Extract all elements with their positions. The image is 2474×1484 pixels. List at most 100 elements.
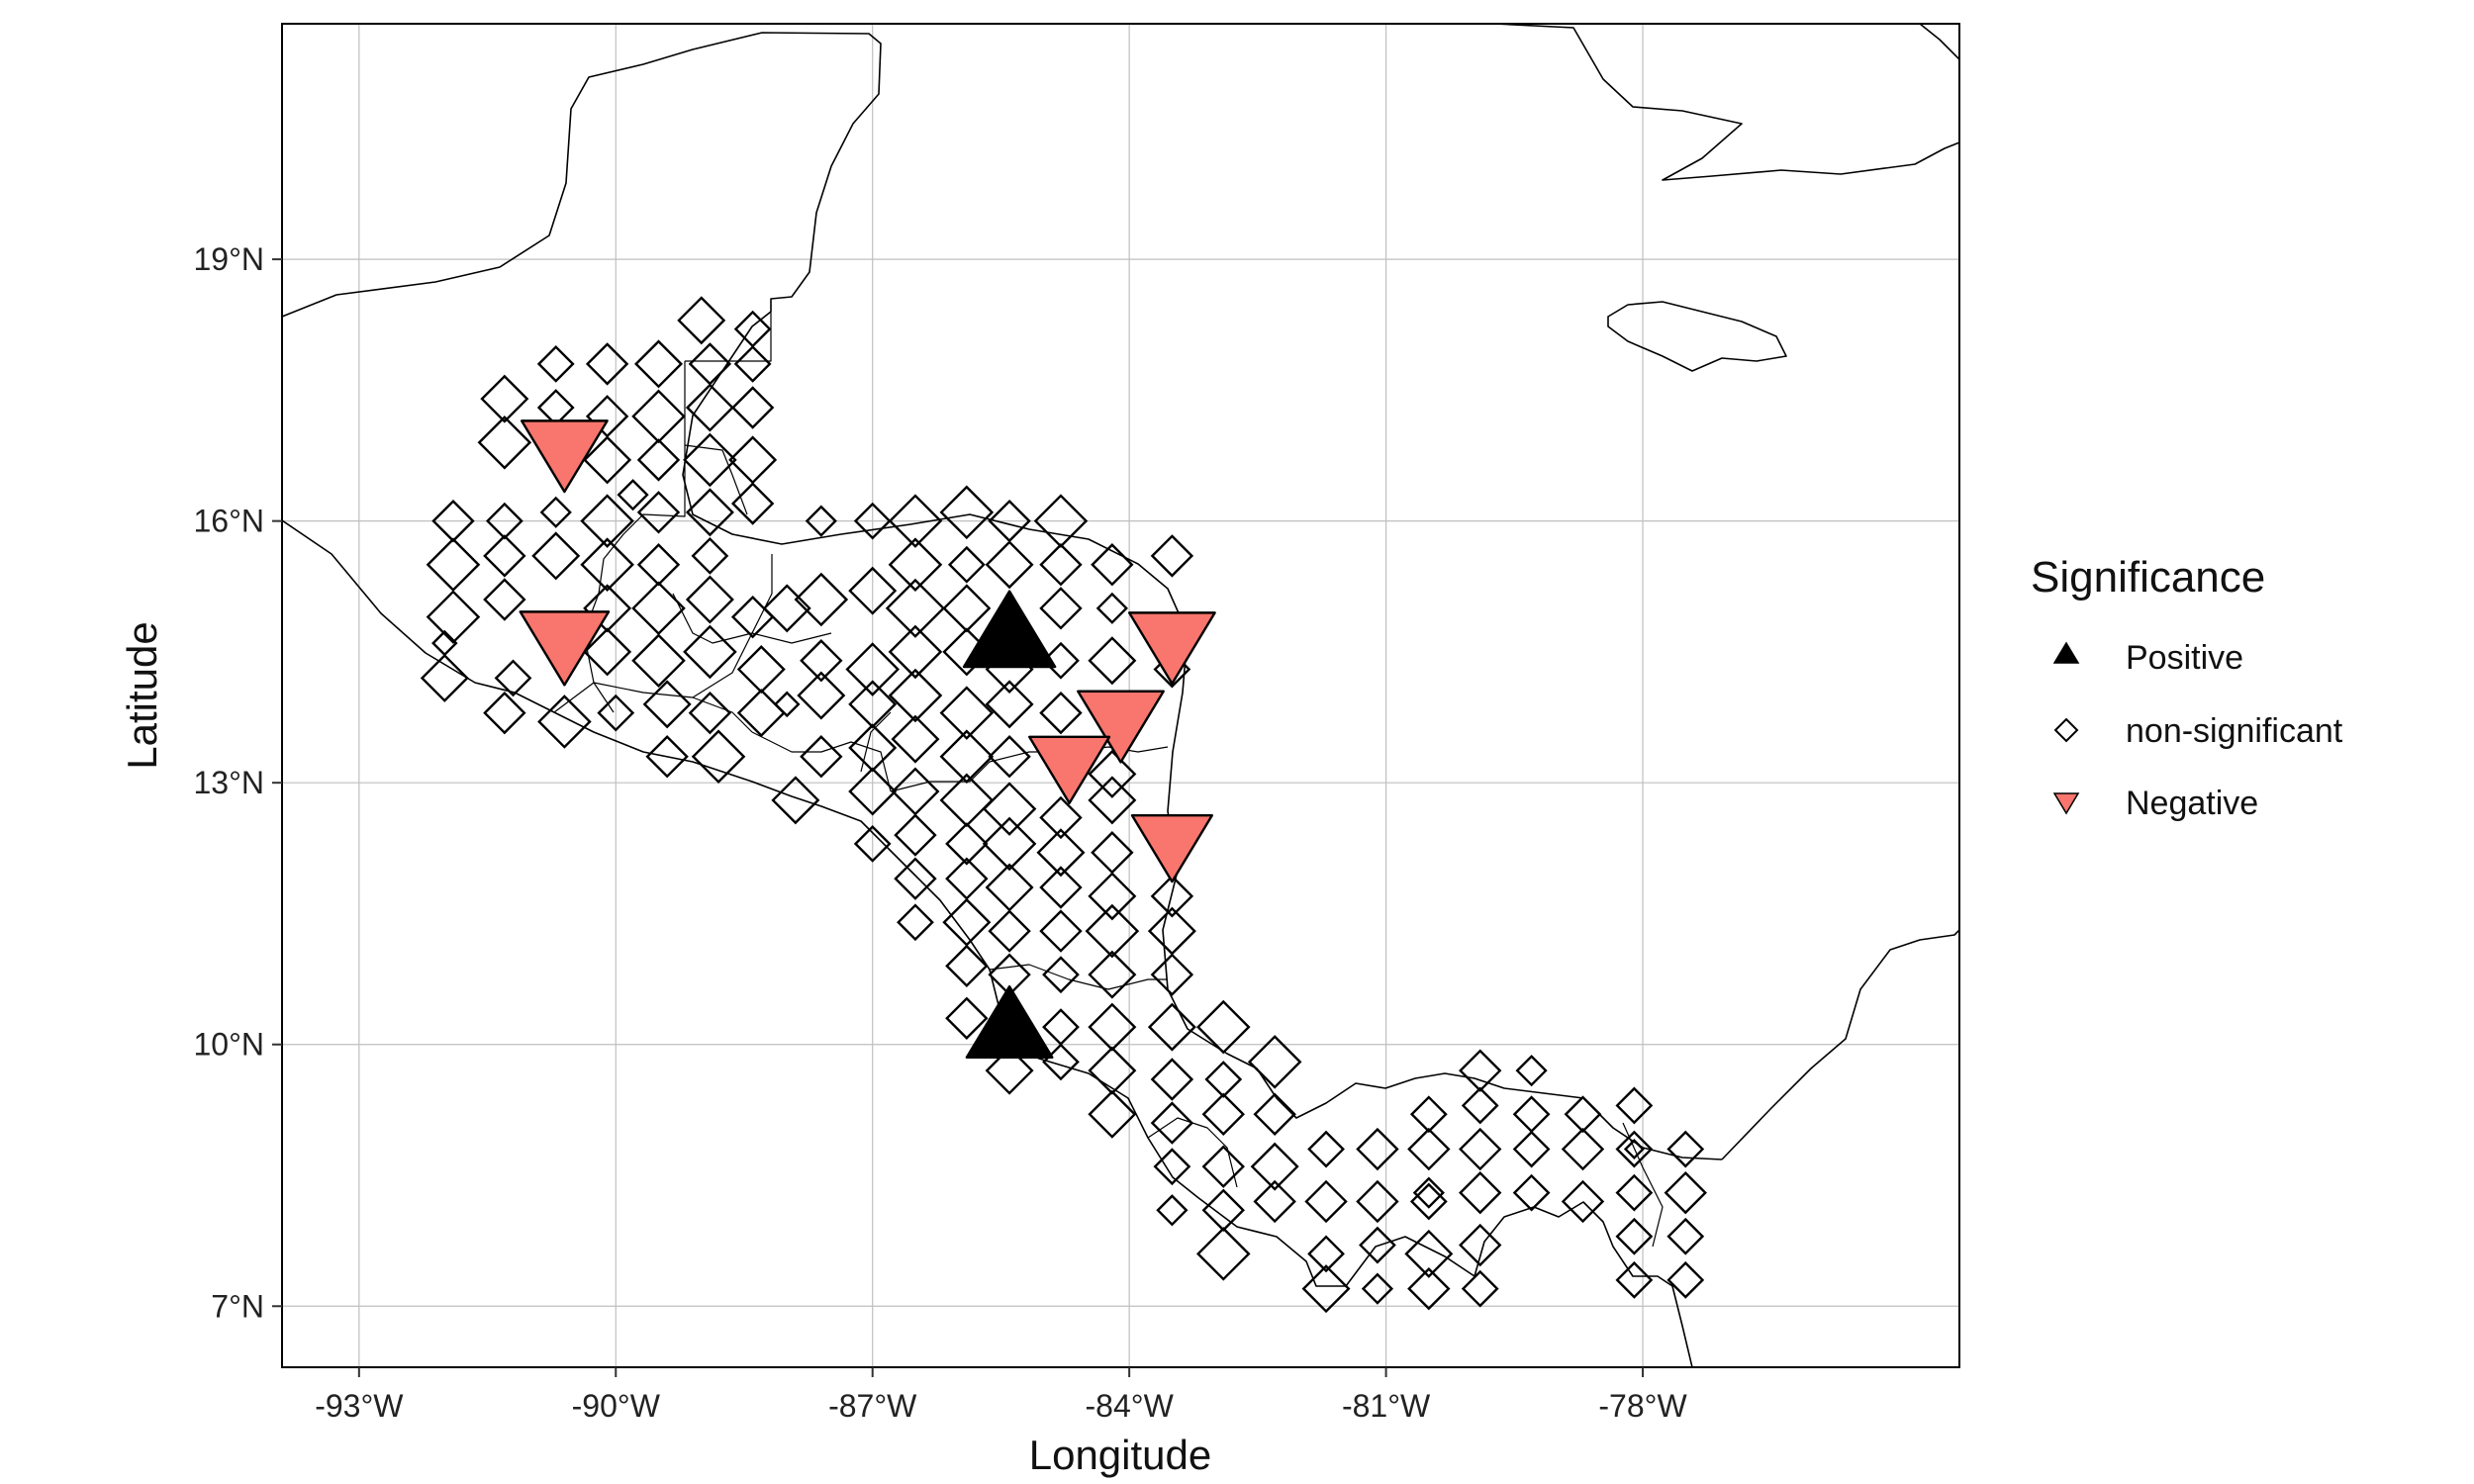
y-axis-title: Latitude [119, 621, 165, 769]
non-significant-point [1204, 1061, 1243, 1098]
non-significant-point [597, 694, 635, 732]
y-tick-label: 7°N [211, 1288, 264, 1324]
non-significant-point [1253, 1092, 1296, 1136]
non-significant-point [1150, 875, 1194, 918]
x-tick-label: -93°W [315, 1388, 404, 1424]
non-significant-point [805, 505, 837, 537]
non-significant-point [583, 435, 632, 485]
non-significant-point [1088, 1089, 1137, 1139]
legend-positive-triangle-icon [2052, 641, 2080, 664]
non-significant-point [988, 735, 1031, 779]
non-significant-point [537, 695, 592, 749]
non-significant-point [536, 345, 575, 383]
non-significant-point [888, 494, 943, 548]
non-significant-point [1042, 641, 1080, 680]
non-significant-point [1150, 1058, 1194, 1101]
non-significant-point [762, 584, 811, 633]
negative-point [1127, 611, 1216, 686]
non-significant-point [1409, 1095, 1448, 1134]
non-significant-point [631, 581, 686, 636]
non-significant-point [1147, 1002, 1196, 1052]
non-significant-point [631, 633, 686, 689]
non-significant-point [1666, 1130, 1705, 1168]
y-tick-label: 10°N [194, 1027, 265, 1063]
non-significant-point [426, 537, 481, 593]
non-significant-point [539, 496, 572, 528]
non-significant-point [853, 825, 892, 863]
non-significant-point [1407, 1127, 1451, 1171]
y-axis: 7°N 10°N 13°N 16°N 19°N [194, 241, 282, 1324]
non-significant-point [888, 537, 943, 593]
non-significant-point [988, 909, 1031, 953]
non-significant-point [580, 494, 634, 548]
south-america-coast [1721, 928, 1959, 1160]
non-significant-point [1150, 1101, 1194, 1145]
non-significant-point [1356, 1127, 1399, 1171]
negative-point [1130, 814, 1213, 883]
non-significant-point [580, 537, 634, 593]
legend: Significance Positive non-significant Ne… [2031, 553, 2343, 822]
non-significant-point [773, 691, 801, 718]
y-tick-label: 16°N [194, 504, 265, 539]
non-significant-point [691, 729, 746, 785]
non-significant-point [1666, 1260, 1705, 1299]
negative-point [519, 610, 611, 687]
non-significant-point [480, 374, 529, 423]
non-significant-point [1250, 1142, 1299, 1191]
yucatan-coastline [282, 32, 882, 318]
non-significant-point [894, 857, 937, 900]
non-significant-point [894, 813, 937, 857]
non-significant-point [677, 296, 726, 345]
non-significant-point [645, 735, 689, 779]
non-significant-point [891, 714, 940, 764]
y-tick-label: 13°N [194, 765, 265, 800]
non-significant-point [1615, 1086, 1654, 1125]
non-significant-point [1412, 1176, 1445, 1209]
basemap [282, 24, 1959, 1367]
non-significant-point [1036, 828, 1086, 878]
non-significant-point [985, 540, 1034, 590]
non-significant-point [771, 776, 820, 825]
non-significant-point [730, 386, 775, 429]
non-significant-point [1459, 1170, 1502, 1215]
non-significant-point [982, 782, 1037, 836]
non-significant-point [1356, 1179, 1399, 1224]
negative-point [1077, 690, 1165, 764]
non-significant-point [617, 479, 649, 511]
non-significant-point [494, 659, 532, 697]
non-significant-point [939, 686, 995, 740]
non-significant-point [420, 653, 469, 702]
country-borders [553, 312, 1664, 1248]
positive-point [962, 590, 1057, 669]
legend-nonsig-diamond-icon [2053, 717, 2079, 743]
x-axis: -93°W -90°W -87°W -84°W -81°W -78°W [315, 1367, 1687, 1424]
non-significant-point [800, 639, 843, 683]
non-significant-point [1459, 1127, 1502, 1171]
non-significant-point [853, 502, 892, 540]
non-significant-point [688, 691, 732, 735]
legend-label-positive: Positive [2126, 639, 2243, 677]
non-significant-point [1088, 776, 1137, 825]
non-significant-point [1664, 1170, 1707, 1215]
non-significant-point [794, 572, 849, 627]
non-significant-point [985, 680, 1034, 729]
x-axis-title: Longitude [1029, 1432, 1212, 1478]
non-significant-point [583, 627, 632, 677]
non-significant-point [1361, 1272, 1394, 1305]
non-significant-point [1088, 950, 1137, 999]
legend-label-negative: Negative [2126, 785, 2258, 822]
non-significant-point [1088, 749, 1137, 798]
non-significant-point [1085, 903, 1140, 959]
x-tick-label: -84°W [1086, 1388, 1175, 1424]
non-significant-point [1461, 1086, 1499, 1125]
non-significant-point [848, 767, 898, 816]
non-significant-point [685, 575, 734, 624]
non-significant-point [897, 903, 934, 942]
non-significant-point [634, 339, 684, 389]
plot-panel-border [281, 23, 1960, 1368]
non-significant-point [1247, 1035, 1302, 1089]
non-significant-point [1150, 534, 1194, 578]
non-significant-point [885, 578, 946, 638]
non-significant-point [845, 642, 901, 696]
